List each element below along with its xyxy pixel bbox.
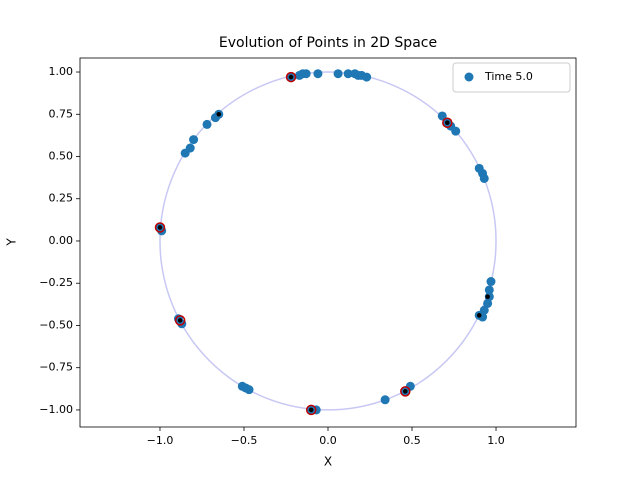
y-tick-label: −0.75: [39, 361, 73, 374]
point: [484, 285, 494, 295]
point: [400, 386, 411, 397]
y-tick-label: 0.50: [49, 150, 74, 163]
point: [476, 313, 482, 318]
y-tick-label: 0.75: [49, 107, 74, 120]
point: [486, 277, 496, 287]
legend-box: [452, 62, 571, 93]
y-tick-label: 0.25: [49, 192, 74, 205]
point: [333, 69, 343, 79]
point: [437, 111, 447, 121]
chart-title: Evolution of Points in 2D Space: [219, 35, 437, 51]
point: [362, 72, 372, 82]
point: [174, 315, 186, 326]
point: [308, 407, 314, 413]
point: [288, 74, 294, 80]
point: [177, 318, 183, 323]
point: [305, 404, 317, 416]
point: [216, 111, 222, 117]
point: [157, 225, 163, 230]
x-tick-label: 0.0: [319, 434, 337, 447]
y-tick-label: 1.00: [49, 65, 74, 78]
y-tick-label: −0.25: [39, 276, 73, 289]
reference-circle: [159, 71, 497, 411]
x-tick-label: −1.0: [147, 434, 174, 447]
point: [485, 294, 490, 300]
x-tick-label: 1.0: [487, 434, 505, 447]
point: [202, 119, 212, 129]
legend-label: Time 5.0: [484, 70, 533, 83]
point: [442, 117, 453, 128]
y-tick-label: 0.00: [49, 234, 74, 247]
point: [444, 120, 450, 126]
point: [285, 71, 297, 83]
point: [402, 389, 408, 394]
y-tick-label: −1.00: [39, 403, 73, 416]
point: [343, 69, 353, 79]
point: [189, 135, 199, 145]
y-axis-label: Y: [5, 238, 19, 247]
point: [244, 385, 254, 395]
point: [154, 222, 166, 233]
point: [301, 69, 311, 79]
point: [380, 395, 390, 405]
legend-marker: [464, 72, 474, 82]
point: [313, 69, 323, 79]
y-tick-label: −0.50: [39, 318, 73, 331]
x-axis-label: X: [324, 455, 332, 469]
x-tick-label: −0.5: [231, 434, 258, 447]
point: [451, 126, 461, 136]
point: [185, 143, 195, 153]
point: [483, 298, 493, 308]
point: [479, 173, 489, 183]
plot-frame: [79, 57, 577, 428]
x-tick-label: 0.5: [403, 434, 421, 447]
